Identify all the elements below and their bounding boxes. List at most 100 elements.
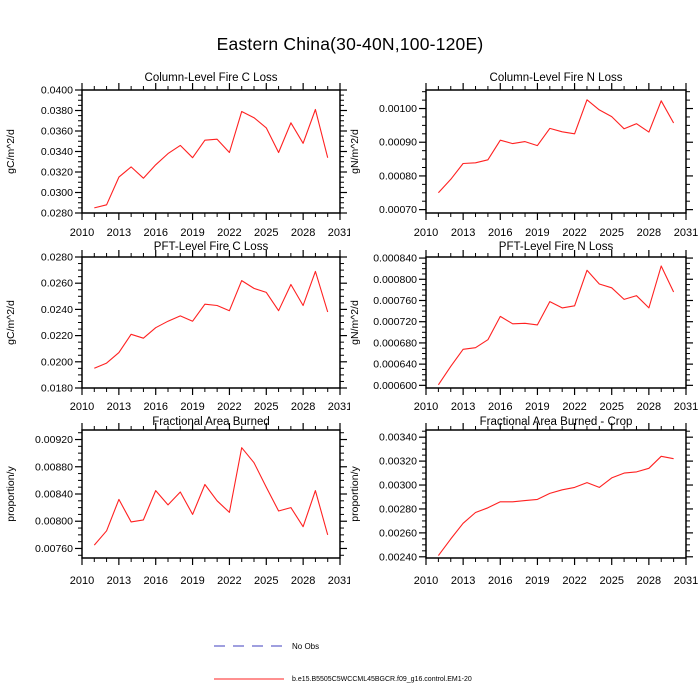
y-tick-label: 0.0340 [41,146,73,158]
y-axis-label: gC/m^2/d [5,129,17,174]
y-tick-label: 0.000840 [373,253,417,265]
y-tick-label: 0.000800 [373,274,417,286]
plot-frame [425,256,687,389]
x-tick-label: 2013 [451,575,475,587]
x-tick-label: 2031 [674,401,698,412]
x-tick-label: 2019 [525,401,549,412]
y-axis-label: gN/m^2/d [350,129,361,174]
x-tick-label: 2025 [254,227,278,239]
y-tick-label: 0.0180 [41,383,73,395]
y-tick-label: 0.00320 [379,456,417,468]
subplot-title: Fractional Area Burned - Crop [480,416,633,428]
y-tick-label: 0.00340 [379,432,417,444]
y-tick-label: 0.00240 [379,551,417,563]
y-tick-label: 0.0240 [41,304,73,316]
x-tick-label: 2031 [328,227,350,239]
x-tick-label: 2019 [525,227,549,239]
plot-frame [81,429,341,559]
y-tick-label: 0.0220 [41,330,73,342]
y-axis-label: proportion/y [350,466,361,522]
y-axis-label: proportion/y [5,466,17,522]
plot-frame [81,256,341,389]
y-tick-label: 0.00800 [35,516,73,528]
x-tick-label: 2028 [637,227,661,239]
plot-frame [425,429,687,559]
x-tick-label: 2022 [217,401,241,412]
x-tick-label: 2025 [599,227,623,239]
x-tick-label: 2010 [70,401,94,412]
y-tick-label: 0.00260 [379,527,417,539]
y-tick-label: 0.0400 [41,85,73,97]
x-tick-label: 2016 [488,401,512,412]
subplot-title: PFT-Level Fire C Loss [154,241,269,253]
y-tick-label: 0.00920 [35,434,73,446]
y-tick-label: 0.0280 [41,208,73,220]
legend-item-model: b.e15.B5505C5WCCML45BGCR.f09_g16.control… [213,674,472,684]
x-tick-label: 2016 [488,575,512,587]
subplot-title: Column-Level Fire C Loss [145,72,278,84]
x-tick-label: 2031 [328,401,350,412]
subplot-title: PFT-Level Fire N Loss [499,241,614,253]
chart-fractional-area-burned-crop: 2010 2013 2016 2019 2022 2025 2028 2031 0.00240 0… [350,416,698,587]
x-tick-label: 2016 [143,401,167,412]
x-tick-label: 2010 [414,401,438,412]
y-tick-label: 0.00070 [379,204,417,216]
y-tick-label: 0.00280 [379,503,417,515]
x-tick-label: 2016 [488,227,512,239]
y-tick-label: 0.00300 [379,480,417,492]
legend-label-model: b.e15.B5505C5WCCML45BGCR.f09_g16.control… [292,675,472,683]
series-line [94,108,329,209]
x-tick-label: 2013 [107,575,131,587]
x-tick-label: 2013 [451,401,475,412]
chart-column-fire-c-loss: 2010 2013 2016 2019 2022 2025 2028 2031 0.0280 0.… [5,72,350,239]
subplot-title: Fractional Area Burned [152,416,270,428]
series-line [93,447,329,546]
y-tick-label: 0.0300 [41,187,73,199]
y-tick-label: 0.000640 [373,359,417,371]
no-obs-dashed-line [214,645,284,647]
y-tick-label: 0.00840 [35,489,73,501]
chart-fractional-area-burned: 2010 2013 2016 2019 2022 2025 2028 2031 0.00760 0… [5,416,350,587]
x-tick-label: 2028 [291,227,315,239]
chart-pft-fire-c-loss: 2010 2013 2016 2019 2022 2025 2028 2031 0.0180 0.… [5,241,350,412]
x-tick-label: 2028 [637,575,661,587]
y-tick-label: 0.00760 [35,543,73,555]
y-axis-label: gC/m^2/d [5,300,17,345]
legend-label-no-obs: No Obs [292,641,320,651]
x-tick-label: 2019 [180,227,204,239]
y-tick-label: 0.0260 [41,278,73,290]
series-line [94,270,329,369]
y-tick-label: 0.00090 [379,137,417,149]
x-tick-label: 2019 [180,401,204,412]
y-tick-label: 0.0320 [41,167,73,179]
x-tick-label: 2016 [143,227,167,239]
x-tick-label: 2010 [70,575,94,587]
x-tick-label: 2016 [143,575,167,587]
y-tick-label: 0.0200 [41,356,73,368]
series-line [437,99,675,194]
x-tick-label: 2019 [180,575,204,587]
y-tick-label: 0.0280 [41,252,73,264]
x-tick-label: 2025 [599,401,623,412]
x-tick-label: 2022 [562,401,586,412]
y-tick-label: 0.00080 [379,170,417,182]
y-tick-label: 0.00100 [379,103,417,115]
chart-pft-fire-n-loss: 2010 2013 2016 2019 2022 2025 2028 2031 0.000600… [350,241,698,412]
x-tick-label: 2010 [414,575,438,587]
y-tick-label: 0.000680 [373,337,417,349]
x-tick-label: 2022 [217,227,241,239]
x-tick-label: 2010 [414,227,438,239]
x-tick-label: 2022 [562,575,586,587]
x-tick-label: 2031 [328,575,350,587]
x-tick-label: 2031 [674,227,698,239]
plot-frame [425,89,687,214]
y-tick-label: 0.000720 [373,316,417,328]
x-tick-label: 2022 [562,227,586,239]
x-tick-label: 2028 [637,401,661,412]
figure-title: Eastern China(30-40N,100-120E) [216,34,484,54]
x-tick-label: 2022 [217,575,241,587]
x-tick-label: 2013 [107,227,131,239]
x-tick-label: 2010 [70,227,94,239]
series-line [437,455,674,556]
plot-frame [81,89,341,214]
